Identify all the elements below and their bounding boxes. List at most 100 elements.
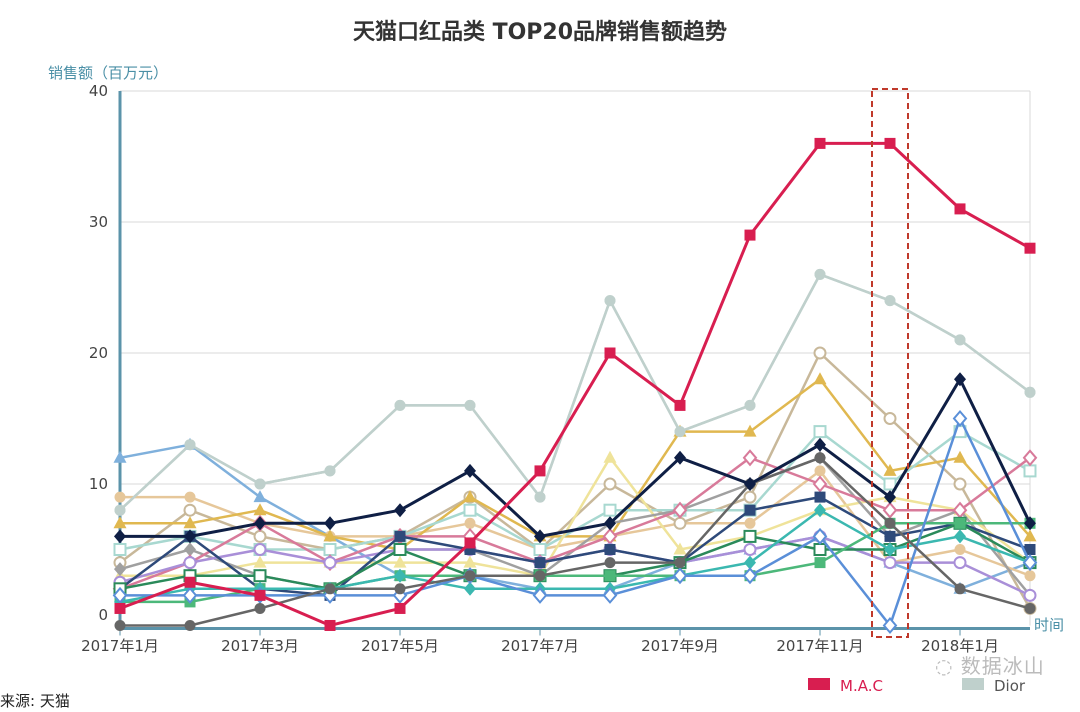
data-point bbox=[394, 583, 406, 595]
data-point bbox=[114, 504, 126, 516]
data-point bbox=[604, 557, 616, 569]
x-tick-label: 2017年3月 bbox=[221, 637, 299, 655]
data-point bbox=[602, 586, 618, 604]
highlight-box bbox=[871, 88, 909, 638]
series-line-brand-16 bbox=[120, 456, 1031, 627]
data-point bbox=[954, 334, 966, 346]
data-point bbox=[674, 426, 686, 438]
data-point bbox=[674, 399, 686, 411]
data-point bbox=[812, 527, 828, 545]
data-point bbox=[604, 516, 616, 531]
data-point bbox=[463, 555, 477, 568]
data-point bbox=[464, 399, 476, 411]
data-point bbox=[1022, 449, 1038, 467]
data-point bbox=[533, 543, 547, 556]
data-point bbox=[254, 478, 266, 490]
data-point bbox=[394, 399, 406, 411]
data-point bbox=[254, 516, 266, 531]
series-line-brand-7 bbox=[120, 456, 1031, 577]
data-point bbox=[743, 490, 757, 504]
data-point bbox=[604, 295, 616, 307]
data-point bbox=[394, 602, 406, 614]
chart-title: 天猫口红品类 TOP20品牌销售额趋势 bbox=[352, 20, 728, 45]
data-point bbox=[604, 544, 616, 555]
data-point bbox=[812, 475, 828, 493]
data-point bbox=[744, 229, 756, 241]
data-point bbox=[183, 503, 197, 517]
series-line-brand-9 bbox=[119, 456, 1031, 590]
x-tick-label: 2017年5月 bbox=[361, 637, 439, 655]
data-point bbox=[534, 557, 546, 569]
data-point bbox=[464, 581, 476, 596]
data-point bbox=[323, 543, 337, 556]
data-point bbox=[742, 567, 758, 585]
y-tick-label: 30 bbox=[89, 213, 108, 231]
data-point bbox=[952, 409, 968, 428]
data-point bbox=[604, 570, 616, 582]
data-point bbox=[464, 517, 476, 529]
data-point bbox=[394, 530, 406, 542]
data-point bbox=[883, 556, 897, 570]
data-point bbox=[742, 449, 758, 467]
data-point bbox=[464, 537, 476, 549]
data-point bbox=[953, 477, 967, 491]
data-point bbox=[253, 529, 267, 543]
data-point bbox=[814, 503, 826, 518]
data-point bbox=[324, 583, 336, 595]
data-point bbox=[253, 490, 267, 503]
data-point bbox=[744, 399, 756, 411]
series-line-brand-17 bbox=[120, 377, 1032, 538]
data-point bbox=[114, 491, 126, 503]
legend-label: Dior bbox=[994, 677, 1026, 695]
data-point bbox=[112, 586, 128, 604]
data-point bbox=[884, 295, 896, 307]
data-point bbox=[1024, 516, 1036, 531]
data-point bbox=[743, 529, 757, 543]
y-tick-label: 40 bbox=[89, 82, 108, 100]
data-point bbox=[883, 477, 897, 491]
legend-label: M.A.C bbox=[840, 677, 883, 695]
data-point bbox=[323, 556, 337, 570]
data-point bbox=[814, 437, 826, 452]
data-point bbox=[813, 346, 827, 360]
data-point bbox=[603, 450, 617, 463]
data-point bbox=[1024, 242, 1036, 254]
data-point bbox=[814, 452, 826, 464]
data-point bbox=[324, 516, 336, 531]
x-tick-label: 2017年7月 bbox=[501, 637, 579, 655]
data-point bbox=[743, 424, 757, 437]
data-point bbox=[463, 503, 477, 517]
data-point bbox=[1024, 570, 1036, 582]
series-line-brand-14 bbox=[119, 508, 1031, 604]
data-point bbox=[253, 569, 267, 583]
data-point bbox=[253, 555, 267, 568]
data-point bbox=[534, 570, 546, 582]
data-point bbox=[464, 463, 476, 478]
data-point bbox=[744, 517, 756, 529]
data-point bbox=[954, 372, 966, 387]
data-point bbox=[114, 602, 126, 614]
data-point bbox=[184, 542, 196, 557]
data-point bbox=[1024, 386, 1036, 398]
legend-swatch bbox=[962, 678, 984, 690]
x-tick-label: 2017年11月 bbox=[776, 637, 863, 655]
data-point bbox=[1023, 529, 1037, 542]
data-point bbox=[464, 544, 476, 555]
data-point bbox=[1023, 588, 1037, 602]
data-point bbox=[813, 372, 827, 385]
data-point bbox=[954, 529, 966, 544]
series-line-Dior bbox=[119, 273, 1031, 512]
x-axis-label: 时间 bbox=[1034, 616, 1065, 634]
data-point bbox=[954, 583, 966, 595]
series-line-brand-3 bbox=[120, 469, 1031, 577]
data-point bbox=[1024, 544, 1036, 555]
data-point bbox=[324, 465, 336, 477]
data-point bbox=[884, 542, 896, 557]
data-point bbox=[113, 543, 127, 556]
data-point bbox=[184, 491, 196, 503]
data-point bbox=[813, 543, 827, 556]
y-tick-label: 10 bbox=[89, 475, 108, 493]
data-point bbox=[463, 490, 477, 503]
data-point bbox=[603, 477, 617, 491]
data-point bbox=[603, 503, 617, 517]
